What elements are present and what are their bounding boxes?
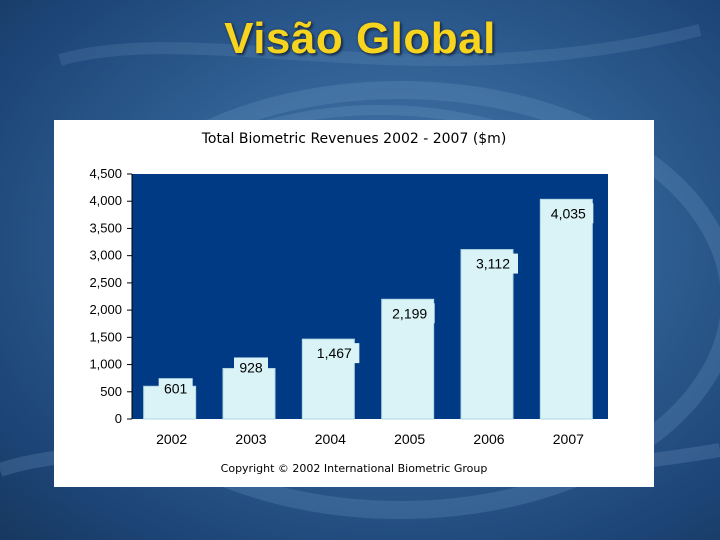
value-label-bg [234, 357, 268, 378]
y-tick-label: 500 [100, 384, 122, 399]
value-label-bg [384, 303, 435, 324]
value-label: 928 [239, 359, 263, 375]
chart-title: Total Biometric Revenues 2002 - 2007 ($m… [201, 131, 507, 147]
slide-title: Visão Global [224, 14, 496, 63]
value-label-bg [309, 343, 360, 364]
bar [460, 249, 514, 420]
value-label-bg [468, 253, 518, 274]
x-tick-label: 2004 [315, 431, 346, 447]
y-tick-label: 0 [115, 411, 122, 426]
plot-area [132, 174, 608, 419]
y-tick-label: 4,000 [89, 193, 122, 208]
value-label: 1,467 [317, 345, 352, 361]
y-tick-label: 2,500 [89, 275, 122, 290]
y-tick-label: 3,500 [89, 220, 122, 235]
y-tick-label: 2,000 [89, 302, 122, 317]
y-tick-label: 3,000 [89, 248, 122, 263]
x-tick-label: 2005 [394, 431, 425, 447]
y-tick-label: 1,500 [89, 329, 122, 344]
bar [539, 198, 593, 420]
x-tick-label: 2002 [156, 431, 187, 447]
x-tick-label: 2006 [473, 431, 504, 447]
value-label: 3,112 [476, 256, 510, 272]
bar-chart: 0 500 1,000 1,500 2,000 2,500 3,000 3,500 4,000 4… [89, 166, 608, 447]
x-tick-label: 2003 [235, 431, 266, 447]
x-tick-label: 2007 [553, 431, 584, 447]
chart-panel: Total Biometric Revenues 2002 - 2007 ($m… [54, 120, 654, 487]
value-label: 4,035 [551, 205, 586, 221]
y-tick-label: 4,500 [89, 166, 122, 181]
value-label-bg [158, 378, 193, 399]
y-tick-label: 1,000 [89, 357, 122, 372]
value-label: 2,199 [392, 305, 427, 321]
copyright-footnote: Copyright © 2002 International Biometric… [220, 462, 488, 475]
value-label-bg [543, 203, 594, 224]
value-label: 601 [164, 380, 188, 396]
